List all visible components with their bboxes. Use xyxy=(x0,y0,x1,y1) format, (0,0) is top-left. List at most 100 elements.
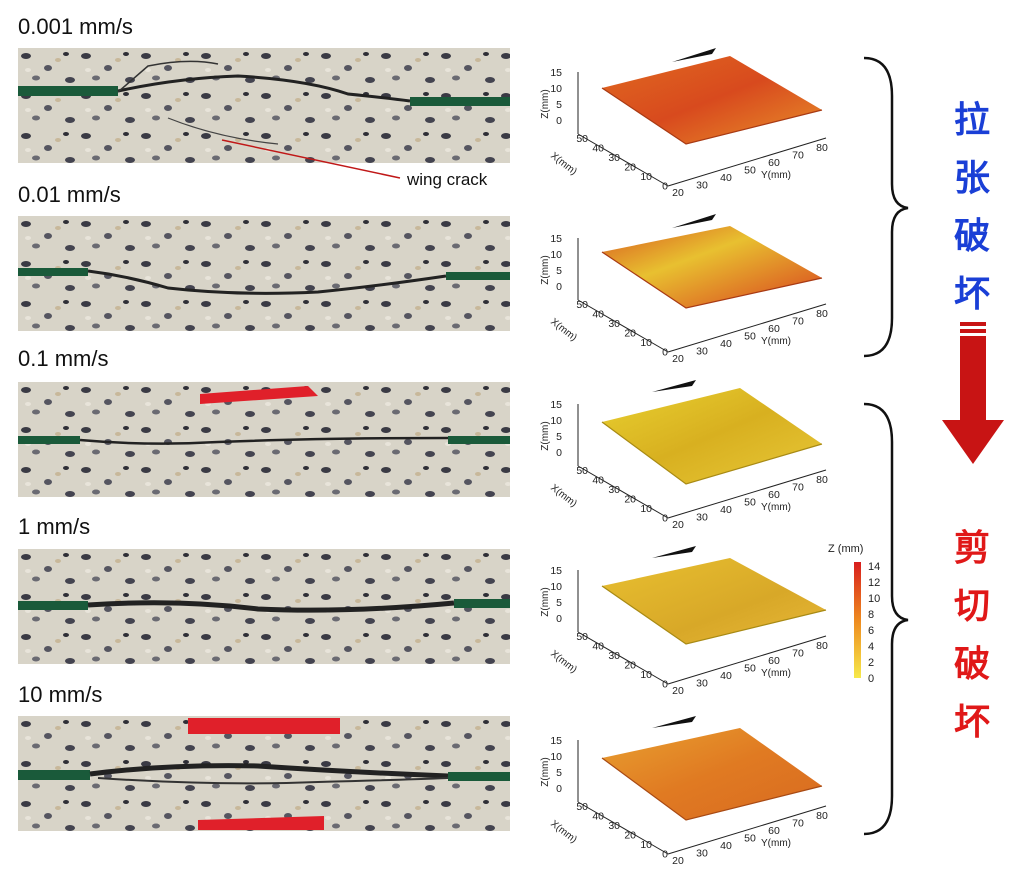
y-tick-label: 60 xyxy=(768,157,780,169)
shear-char-4: 坏 xyxy=(953,702,990,743)
x-tick-label: 50 xyxy=(576,801,588,813)
surface-plot-1: 15 10 5 0 Z(mm) 50 40 30 20 10 0 X(mm) 20 30 40 50 60 70 8… xyxy=(540,38,850,199)
y-tick-label: 60 xyxy=(768,655,780,667)
x-tick-label: 20 xyxy=(624,830,636,842)
surface-plot-3: 15 10 5 0 Z(mm) 50 40 30 20 10 0 X(mm) 20 30 40 50 60 70 8… xyxy=(540,370,850,531)
y-tick-label: 40 xyxy=(720,338,732,350)
y-tick-label: 30 xyxy=(696,512,708,524)
y-tick-label: 60 xyxy=(768,489,780,501)
colorbar-tick-label: 2 xyxy=(868,657,874,669)
y-axis-label: Y(mm) xyxy=(761,502,791,513)
wing-crack-label: wing crack xyxy=(407,170,488,189)
y-tick-label: 70 xyxy=(792,648,804,660)
z-tick-label: 0 xyxy=(556,447,562,459)
y-tick-label: 30 xyxy=(696,848,708,860)
z-tick-label: 10 xyxy=(550,581,562,593)
shear-char-3: 破 xyxy=(953,644,990,685)
colorbar-tick-label: 14 xyxy=(868,561,880,573)
x-tick-label: 0 xyxy=(662,513,668,525)
rock-specimen-image-5 xyxy=(18,716,510,831)
surface-plot-5: 15 10 5 0 Z(mm) 50 40 30 20 10 0 X(mm) 20 30 40 50 60 70 8… xyxy=(540,706,850,867)
y-tick-label: 50 xyxy=(744,331,756,343)
y-tick-label: 40 xyxy=(720,504,732,516)
z-axis-label: Z(mm) xyxy=(540,89,551,118)
x-axis-label: X(mm) xyxy=(548,818,578,845)
y-tick-label: 20 xyxy=(672,855,684,867)
colorbar-tick-label: 4 xyxy=(868,641,874,653)
x-axis-label: X(mm) xyxy=(548,482,578,509)
x-tick-label: 30 xyxy=(608,650,620,662)
colorbar-tick-label: 12 xyxy=(868,577,880,589)
z-tick-label: 0 xyxy=(556,281,562,293)
y-tick-label: 60 xyxy=(768,323,780,335)
z-tick-label: 5 xyxy=(556,767,562,779)
y-tick-label: 70 xyxy=(792,316,804,328)
x-tick-label: 20 xyxy=(624,328,636,340)
rate-label-1: 0.001 mm/s xyxy=(18,14,133,39)
x-tick-label: 50 xyxy=(576,631,588,643)
z-axis-label: Z(mm) xyxy=(540,421,551,450)
tensile-char-2: 张 xyxy=(953,158,990,199)
colorbar-tick-label: 6 xyxy=(868,625,874,637)
y-tick-label: 50 xyxy=(744,497,756,509)
tensile-char-4: 坏 xyxy=(953,274,990,315)
z-tick-label: 15 xyxy=(550,233,562,245)
z-tick-label: 0 xyxy=(556,115,562,127)
y-axis-label: Y(mm) xyxy=(761,668,791,679)
tensile-group-brace xyxy=(863,56,909,358)
x-tick-label: 0 xyxy=(662,679,668,691)
x-tick-label: 40 xyxy=(592,811,604,823)
rock-specimen-image-2 xyxy=(18,216,510,331)
x-tick-label: 50 xyxy=(576,465,588,477)
y-axis-label: Y(mm) xyxy=(761,336,791,347)
x-tick-label: 0 xyxy=(662,347,668,359)
shear-direction-arrow xyxy=(652,546,696,558)
shear-char-1: 剪 xyxy=(953,528,990,569)
z-axis-label: Z(mm) xyxy=(540,255,551,284)
x-tick-label: 30 xyxy=(608,484,620,496)
x-tick-label: 0 xyxy=(662,849,668,861)
colorbar-title: Z (mm) xyxy=(828,543,863,555)
x-tick-label: 20 xyxy=(624,660,636,672)
z-tick-label: 10 xyxy=(550,415,562,427)
y-tick-label: 50 xyxy=(744,165,756,177)
x-tick-label: 0 xyxy=(662,181,668,193)
x-tick-label: 10 xyxy=(640,669,652,681)
x-tick-label: 10 xyxy=(640,503,652,515)
tensile-failure-label: 拉 张 破 坏 xyxy=(942,92,1002,324)
surface-mesh xyxy=(602,56,822,144)
y-tick-label: 70 xyxy=(792,150,804,162)
tensile-char-1: 拉 xyxy=(953,100,990,141)
y-tick-label: 80 xyxy=(816,640,828,652)
rate-label-4: 1 mm/s xyxy=(18,514,91,539)
z-tick-label: 5 xyxy=(556,431,562,443)
transition-arrow-icon xyxy=(942,322,1004,464)
surface-plot-4: 15 10 5 0 Z(mm) 50 40 30 20 10 0 X(mm) 20 30 40 50 60 70 8… xyxy=(540,536,850,697)
z-tick-label: 15 xyxy=(550,399,562,411)
x-tick-label: 40 xyxy=(592,641,604,653)
shear-group-brace xyxy=(863,402,909,836)
x-tick-label: 20 xyxy=(624,494,636,506)
shear-char-2: 切 xyxy=(953,586,990,627)
x-tick-label: 40 xyxy=(592,143,604,155)
y-tick-label: 30 xyxy=(696,678,708,690)
y-tick-label: 40 xyxy=(720,172,732,184)
y-tick-label: 20 xyxy=(672,353,684,365)
y-tick-label: 80 xyxy=(816,474,828,486)
y-tick-label: 40 xyxy=(720,840,732,852)
x-axis-label: X(mm) xyxy=(548,316,578,343)
x-axis-label: X(mm) xyxy=(548,150,578,177)
z-tick-label: 0 xyxy=(556,613,562,625)
rate-label-5: 10 mm/s xyxy=(18,682,103,707)
y-tick-label: 60 xyxy=(768,825,780,837)
z-tick-label: 15 xyxy=(550,67,562,79)
rock-specimen-image-3 xyxy=(18,382,510,497)
y-axis-label: Y(mm) xyxy=(761,838,791,849)
x-tick-label: 50 xyxy=(576,299,588,311)
z-tick-label: 10 xyxy=(550,249,562,261)
y-tick-label: 30 xyxy=(696,180,708,192)
z-tick-label: 0 xyxy=(556,783,562,795)
y-tick-label: 70 xyxy=(792,818,804,830)
z-tick-label: 5 xyxy=(556,597,562,609)
